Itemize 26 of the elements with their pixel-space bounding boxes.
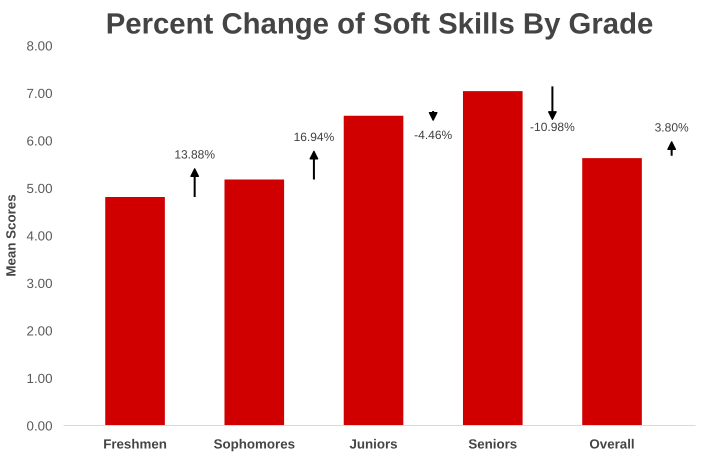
bar [344,116,404,426]
x-tick-label: Juniors [349,436,398,452]
bar [462,91,523,426]
annotation: 16.94% [294,130,335,144]
y-tick-label: 7.00 [26,86,53,101]
x-tick-label: Sophomores [214,436,296,452]
y-tick-label: 0.00 [26,418,53,434]
y-tick-label: 5.00 [26,181,53,196]
y-tick-label: 1.00 [26,371,53,386]
y-tick-label: 4.00 [26,228,53,244]
chart-title: Percent Change of Soft Skills By Grade [106,8,654,40]
x-tick-label: Freshmen [103,436,167,452]
bar [105,197,165,426]
y-tick-label: 3.00 [26,276,53,291]
annotation: 3.80% [654,120,689,134]
y-tick-label: 8.00 [26,38,53,54]
bar [582,158,642,426]
annotation: -10.98% [530,120,576,134]
y-axis-title: Mean Scores [4,194,19,277]
x-tick-label: Overall [589,436,635,452]
y-tick-label: 6.00 [26,134,53,148]
bar [224,179,284,426]
y-tick-label: 2.00 [26,324,53,338]
annotation: 13.88% [174,147,216,162]
annotation: -4.46% [414,128,452,142]
x-tick-label: Seniors [468,436,518,452]
